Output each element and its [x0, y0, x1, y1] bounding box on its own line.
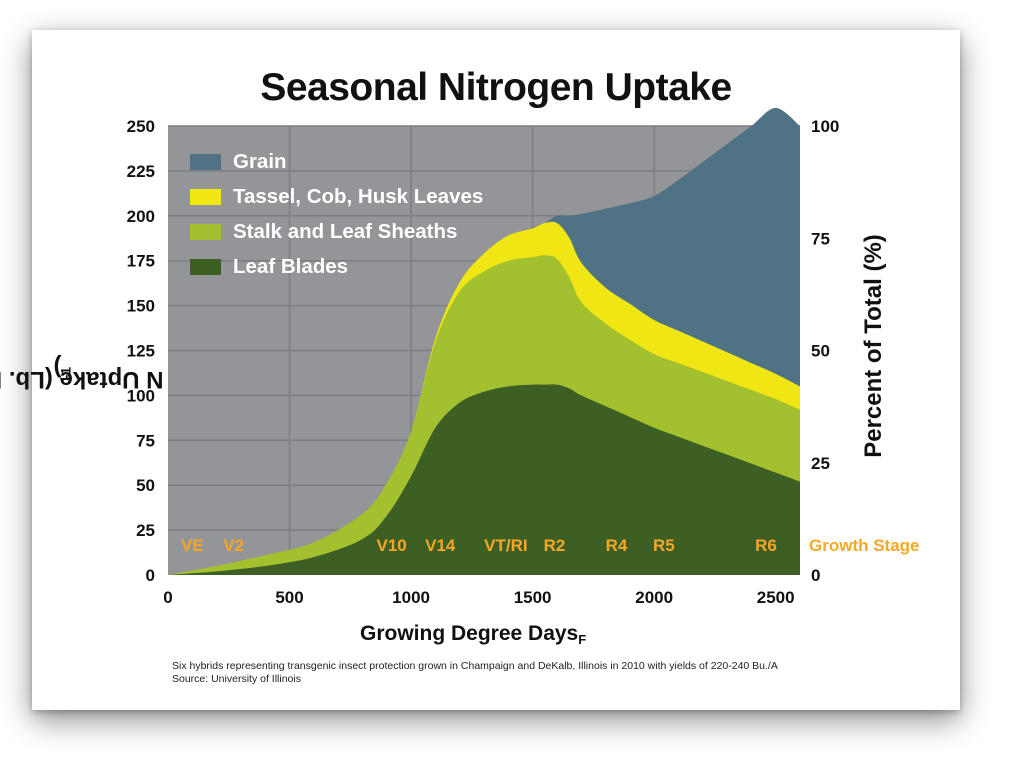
legend-item-stalk: Stalk and Leaf Sheaths [190, 214, 483, 249]
footnote-line-1: Six hybrids representing transgenic inse… [172, 660, 778, 672]
y-tick-label: 0 [146, 566, 155, 585]
y-tick-label: 250 [127, 117, 155, 136]
y-tick-label: 125 [127, 342, 155, 361]
legend-swatch-stalk [190, 223, 221, 240]
chart-title: Seasonal Nitrogen Uptake [260, 66, 732, 109]
x-tick-label: 500 [275, 588, 303, 607]
footnote-line-2: Source: University of Illinois [172, 673, 301, 685]
y-tick-label: 150 [127, 297, 155, 316]
y-tick-label: 225 [127, 162, 155, 181]
legend-swatch-leaf [190, 258, 221, 275]
y-tick-label: 25 [136, 521, 155, 540]
x-tick-label: 1500 [514, 588, 552, 607]
x-axis-title: Growing Degree DaysF [360, 622, 586, 647]
growth-stage-label: V10 [377, 536, 407, 555]
growth-stage-label: R2 [544, 536, 566, 555]
y-axis-title-end: ) [53, 353, 62, 381]
y-tick-label: 175 [127, 252, 155, 271]
x-tick-label: 0 [163, 588, 172, 607]
growth-stage-label: V14 [425, 536, 456, 555]
y-tick-label: 75 [136, 431, 155, 450]
chart-card: Seasonal Nitrogen Uptake 0 25 50 75 100 125 15… [0, 30, 960, 710]
growth-stage-label: R5 [653, 536, 675, 555]
y-tick-label: 100 [127, 386, 155, 405]
y2-tick-label: 50 [811, 342, 830, 361]
footnote: Six hybrids representing transgenic inse… [172, 660, 778, 686]
legend-swatch-grain [190, 153, 221, 170]
growth-stage-label: V2 [223, 536, 244, 555]
legend-label-stalk: Stalk and Leaf Sheaths [233, 219, 458, 243]
legend-label-grain: Grain [233, 149, 287, 173]
x-tick-label: 1000 [392, 588, 430, 607]
x-tick-label: 2500 [757, 588, 795, 607]
growth-stage-title: Growth Stage [809, 536, 920, 555]
y2-tick-label: 75 [811, 229, 830, 248]
x-axis-title-sub: F [578, 632, 587, 647]
legend-item-leaf: Leaf Blades [190, 249, 483, 284]
x-tick-label: 2000 [635, 588, 673, 607]
legend-swatch-tassel [190, 188, 221, 205]
growth-stage-label: R6 [755, 536, 777, 555]
y-tick-label: 200 [127, 207, 155, 226]
y2-tick-label: 100 [811, 117, 839, 136]
x-axis-title-text: Growing Degree Days [360, 622, 579, 645]
y2-axis-title-text: Percent of Total (%) [860, 234, 887, 458]
y2-tick-label: 0 [811, 566, 820, 585]
y-axis-title-text: N Uptake (Lb. N ac [0, 366, 164, 394]
legend-item-grain: Grain [190, 144, 483, 179]
legend: Grain Tassel, Cob, Husk Leaves Stalk and… [190, 144, 483, 284]
legend-label-leaf: Leaf Blades [233, 254, 349, 278]
y2-tick-label: 25 [811, 454, 830, 473]
area-leaf-blades [168, 384, 800, 575]
y-tick-label: 50 [136, 476, 155, 495]
legend-item-tassel: Tassel, Cob, Husk Leaves [190, 179, 483, 214]
growth-stage-label: VT/RI [484, 536, 527, 555]
legend-label-tassel: Tassel, Cob, Husk Leaves [233, 184, 484, 208]
growth-stage-label: R4 [606, 536, 628, 555]
growth-stage-label: VE [181, 536, 204, 555]
